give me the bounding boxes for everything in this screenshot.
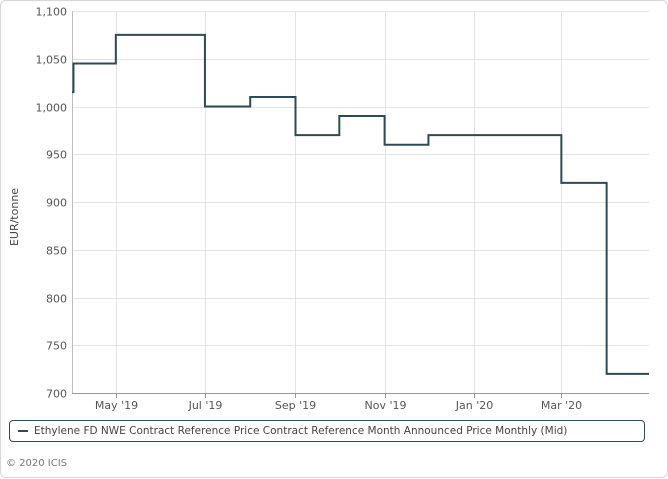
legend[interactable]: Ethylene FD NWE Contract Reference Price…: [9, 420, 645, 442]
copyright-text: © 2020 ICIS: [6, 458, 68, 469]
series-layer: [72, 33, 649, 375]
y-tick-label: 1,050: [36, 54, 68, 67]
y-tick-label: 950: [46, 149, 67, 162]
x-tick-label: Mar '20: [541, 399, 582, 412]
x-tick-label: Sep '19: [275, 399, 316, 412]
y-tick-label: 800: [46, 293, 67, 306]
x-tick-label: Nov '19: [365, 399, 407, 412]
y-tick-label: 1,000: [36, 102, 68, 115]
y-tick-label: 1,100: [36, 6, 68, 19]
series-line: [72, 33, 649, 375]
legend-swatch: [18, 430, 28, 432]
y-tick-label: 900: [46, 197, 67, 210]
axis-layer: 700 750 800 850 900 950 1,000 1,050 1,100 May '19…: [36, 6, 649, 412]
y-tick-label: 700: [46, 388, 67, 401]
y-tick-label: 750: [46, 340, 67, 353]
x-tick-label: May '19: [95, 399, 138, 412]
x-tick-label: Jul '19: [188, 399, 223, 412]
y-tick-label: 850: [46, 245, 67, 258]
legend-label[interactable]: Ethylene FD NWE Contract Reference Price…: [34, 425, 568, 437]
x-tick-label: Jan '20: [455, 399, 493, 412]
grid-layer: [72, 11, 649, 394]
y-axis-title: EUR/tonne: [8, 188, 21, 246]
